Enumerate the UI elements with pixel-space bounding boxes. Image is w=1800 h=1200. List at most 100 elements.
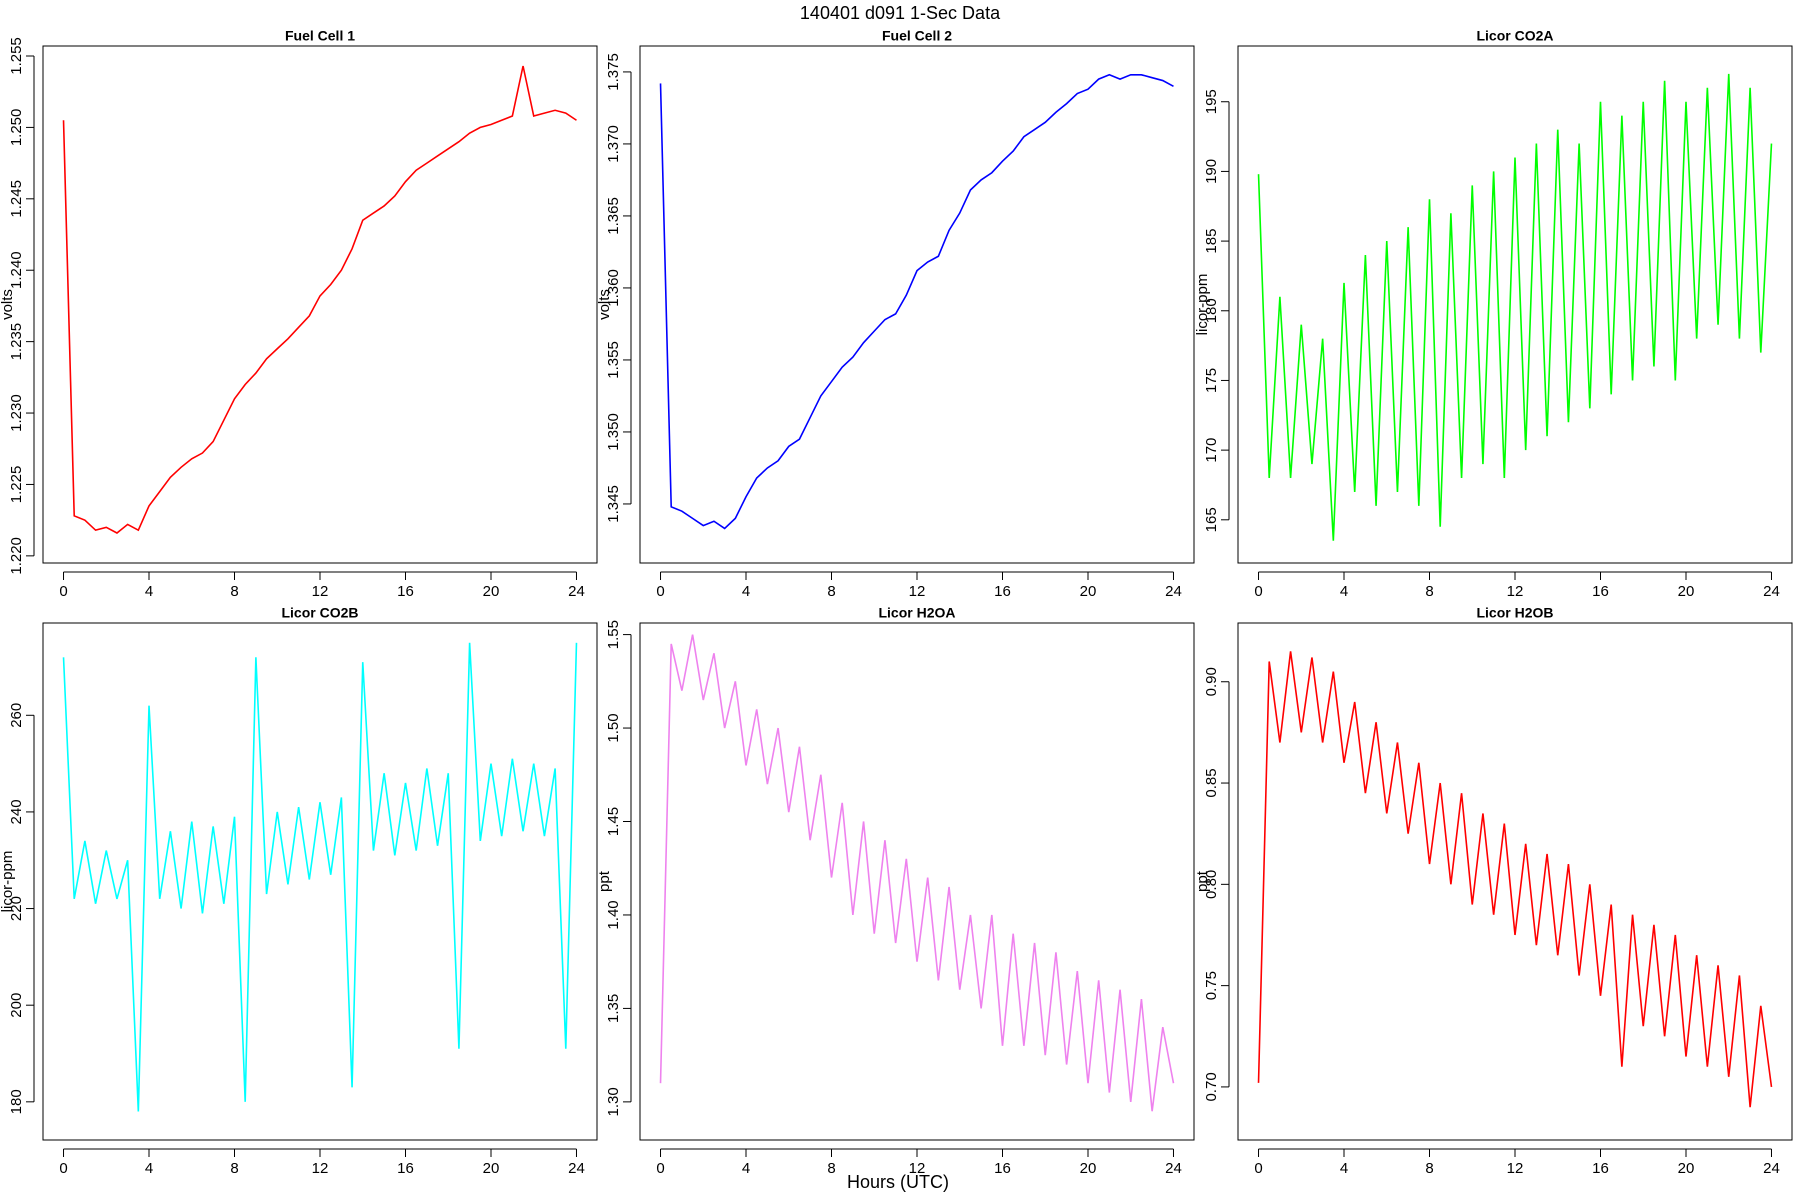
data-line <box>1257 651 1773 1108</box>
x-axis-label: Hours (UTC) <box>847 1172 949 1192</box>
y-tick-label: 185 <box>1203 229 1220 254</box>
y-tick-label: 0.80 <box>1203 870 1220 899</box>
y-tick-label: 1.225 <box>8 466 25 504</box>
x-tick-label: 12 <box>909 1160 926 1177</box>
x-tick-label: 8 <box>827 1160 835 1177</box>
x-tick-label: 8 <box>1425 1160 1433 1177</box>
x-tick-label: 0 <box>59 583 67 600</box>
y-tick-label: 1.40 <box>605 900 622 929</box>
x-tick-label: 4 <box>145 1160 153 1177</box>
y-tick-label: 0.70 <box>1203 1072 1220 1101</box>
x-tick-label: 0 <box>59 1160 67 1177</box>
x-tick-label: 20 <box>1080 1160 1097 1177</box>
x-tick-label: 8 <box>230 1160 238 1177</box>
x-tick-label: 0 <box>656 1160 664 1177</box>
y-tick-label: 0.85 <box>1203 768 1220 797</box>
x-tick-label: 8 <box>1425 583 1433 600</box>
y-tick-label: 1.355 <box>605 341 622 379</box>
y-tick-label: 170 <box>1203 438 1220 463</box>
plot-frame <box>1237 622 1793 1141</box>
x-tick-label: 4 <box>1340 583 1348 600</box>
x-tick-label: 20 <box>483 583 500 600</box>
y-axis-label: licor-ppm <box>1194 274 1211 336</box>
plot-frame <box>1237 45 1793 564</box>
y-tick-label: 1.345 <box>605 485 622 523</box>
x-tick-label: 20 <box>1678 583 1695 600</box>
x-tick-label: 4 <box>742 1160 750 1177</box>
x-tick-label: 16 <box>994 1160 1011 1177</box>
y-tick-label: 1.370 <box>605 125 622 163</box>
y-tick-label: 0.75 <box>1203 971 1220 1000</box>
y-axis-label: licor-ppm <box>0 851 16 913</box>
x-tick-label: 24 <box>1763 1160 1780 1177</box>
panel-title: Fuel Cell 2 <box>882 28 952 44</box>
data-line <box>659 73 1174 530</box>
y-tick-label: 190 <box>1203 159 1220 184</box>
x-tick-label: 20 <box>483 1160 500 1177</box>
y-tick-label: 180 <box>8 1089 25 1114</box>
x-tick-label: 16 <box>1592 583 1609 600</box>
y-tick-label: 1.50 <box>605 713 622 742</box>
x-tick-label: 24 <box>568 1160 585 1177</box>
x-tick-label: 8 <box>230 583 238 600</box>
y-tick-label: 175 <box>1203 368 1220 393</box>
y-tick-label: 1.220 <box>8 537 25 575</box>
x-tick-label: 24 <box>568 583 585 600</box>
y-tick-label: 260 <box>8 703 25 728</box>
y-tick-label: 1.230 <box>8 394 25 432</box>
x-tick-label: 4 <box>145 583 153 600</box>
y-tick-label: 1.350 <box>605 413 622 451</box>
y-tick-label: 240 <box>8 799 25 824</box>
x-tick-label: 12 <box>909 583 926 600</box>
y-tick-label: 1.360 <box>605 269 622 307</box>
x-tick-label: 20 <box>1080 583 1097 600</box>
x-tick-label: 12 <box>312 1160 329 1177</box>
data-line <box>1257 73 1773 541</box>
y-tick-label: 195 <box>1203 89 1220 114</box>
x-tick-label: 12 <box>312 583 329 600</box>
y-axis-label: volts <box>0 289 16 320</box>
y-tick-label: 0.90 <box>1203 667 1220 696</box>
y-axis-label: volts <box>596 289 613 320</box>
plot-frame <box>42 45 598 564</box>
y-tick-label: 1.35 <box>605 994 622 1023</box>
x-tick-label: 24 <box>1165 1160 1182 1177</box>
panel-title: Licor H2OA <box>878 605 955 621</box>
y-tick-label: 1.365 <box>605 197 622 235</box>
panel-title: Licor CO2A <box>1476 28 1553 44</box>
y-tick-label: 1.235 <box>8 323 25 361</box>
x-tick-label: 12 <box>1507 583 1524 600</box>
x-tick-label: 24 <box>1165 583 1182 600</box>
y-tick-label: 1.245 <box>8 180 25 218</box>
y-tick-label: 1.250 <box>8 109 25 147</box>
y-tick-label: 180 <box>1203 298 1220 323</box>
figure-title: 140401 d091 1-Sec Data <box>800 3 1001 23</box>
y-tick-label: 200 <box>8 993 25 1018</box>
y-tick-label: 1.30 <box>605 1087 622 1116</box>
y-axis-label: ppt <box>1194 870 1211 892</box>
plot-frame <box>639 622 1195 1141</box>
y-tick-label: 1.45 <box>605 807 622 836</box>
plot-frame <box>639 45 1195 564</box>
x-tick-label: 4 <box>1340 1160 1348 1177</box>
x-tick-label: 20 <box>1678 1160 1695 1177</box>
x-tick-label: 0 <box>1254 1160 1262 1177</box>
x-tick-label: 16 <box>397 583 414 600</box>
x-tick-label: 4 <box>742 583 750 600</box>
y-tick-label: 165 <box>1203 507 1220 532</box>
data-line <box>62 65 577 534</box>
x-tick-label: 0 <box>1254 583 1262 600</box>
x-tick-label: 24 <box>1763 583 1780 600</box>
x-tick-label: 0 <box>656 583 664 600</box>
data-line <box>62 642 578 1112</box>
x-tick-label: 16 <box>994 583 1011 600</box>
plot-frame <box>42 622 598 1141</box>
y-tick-label: 1.375 <box>605 53 622 91</box>
y-tick-label: 1.255 <box>8 37 25 75</box>
panel-title: Fuel Cell 1 <box>285 28 355 44</box>
x-tick-label: 12 <box>1507 1160 1524 1177</box>
panel-title: Licor CO2B <box>281 605 358 621</box>
y-tick-label: 1.240 <box>8 251 25 289</box>
